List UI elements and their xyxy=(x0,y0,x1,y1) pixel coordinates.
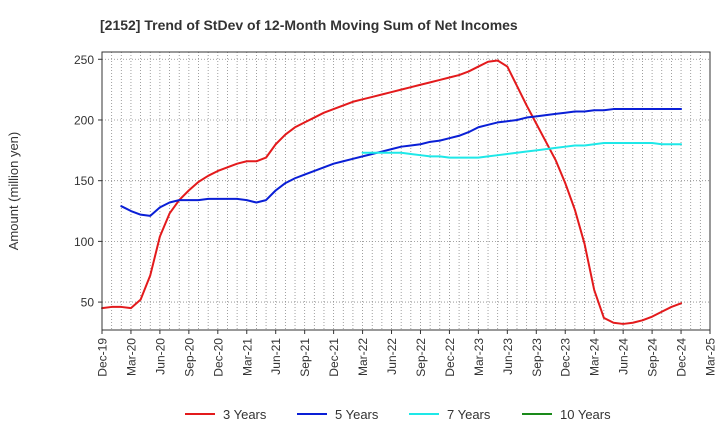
series-line-5-years xyxy=(120,108,683,217)
x-tick-label: Sep-23 xyxy=(530,338,544,377)
x-tick-label: Jun-21 xyxy=(269,338,283,375)
x-axis-ticks: Dec-19 Mar-20 Jun-20 Sep-20 Dec-20 Mar-21 Jun-… xyxy=(96,330,718,377)
y-axis-label: Amount (million yen) xyxy=(6,132,21,251)
x-tick-label: Jun-22 xyxy=(385,338,399,375)
x-tick-label: Sep-24 xyxy=(646,338,660,377)
x-tick-label: Sep-22 xyxy=(414,338,428,377)
x-tick-label: Mar-22 xyxy=(356,338,370,376)
y-tick-label: 200 xyxy=(74,113,94,127)
x-tick-label: Jun-23 xyxy=(501,338,515,375)
x-tick-label: Jun-20 xyxy=(153,338,167,375)
x-tick-label: Dec-21 xyxy=(327,338,341,377)
x-tick-label: Mar-25 xyxy=(704,338,718,376)
legend-label: 3 Years xyxy=(223,407,267,422)
x-tick-label: Dec-22 xyxy=(443,338,457,377)
x-tick-label: Jun-24 xyxy=(617,338,631,375)
legend-label: 5 Years xyxy=(335,407,379,422)
y-tick-label: 50 xyxy=(81,296,95,310)
x-tick-label: Dec-20 xyxy=(211,338,225,377)
x-tick-label: Mar-21 xyxy=(240,338,254,376)
x-tick-label: Mar-24 xyxy=(588,338,602,376)
legend-label: 10 Years xyxy=(560,407,611,422)
y-tick-label: 150 xyxy=(74,174,94,188)
series-lines xyxy=(101,59,683,325)
x-tick-label: Dec-23 xyxy=(559,338,573,377)
x-tick-label: Sep-21 xyxy=(298,338,312,377)
legend: 3 Years 5 Years 7 Years 10 Years xyxy=(185,407,611,422)
series-line-3-years xyxy=(101,59,683,325)
legend-label: 7 Years xyxy=(447,407,491,422)
plot-frame xyxy=(101,51,711,331)
x-tick-label: Dec-24 xyxy=(675,338,689,377)
series-line-7-years xyxy=(361,142,683,159)
x-tick-label: Mar-20 xyxy=(124,338,138,376)
y-tick-label: 250 xyxy=(74,53,94,67)
y-tick-label: 100 xyxy=(74,235,94,249)
y-axis-ticks: 50 100 150 200 250 xyxy=(74,53,102,310)
x-tick-label: Mar-23 xyxy=(472,338,486,376)
x-tick-label: Sep-20 xyxy=(182,338,196,377)
gridlines xyxy=(102,52,710,330)
chart-title: [2152] Trend of StDev of 12-Month Moving… xyxy=(100,17,518,33)
x-tick-label: Dec-19 xyxy=(96,338,110,377)
